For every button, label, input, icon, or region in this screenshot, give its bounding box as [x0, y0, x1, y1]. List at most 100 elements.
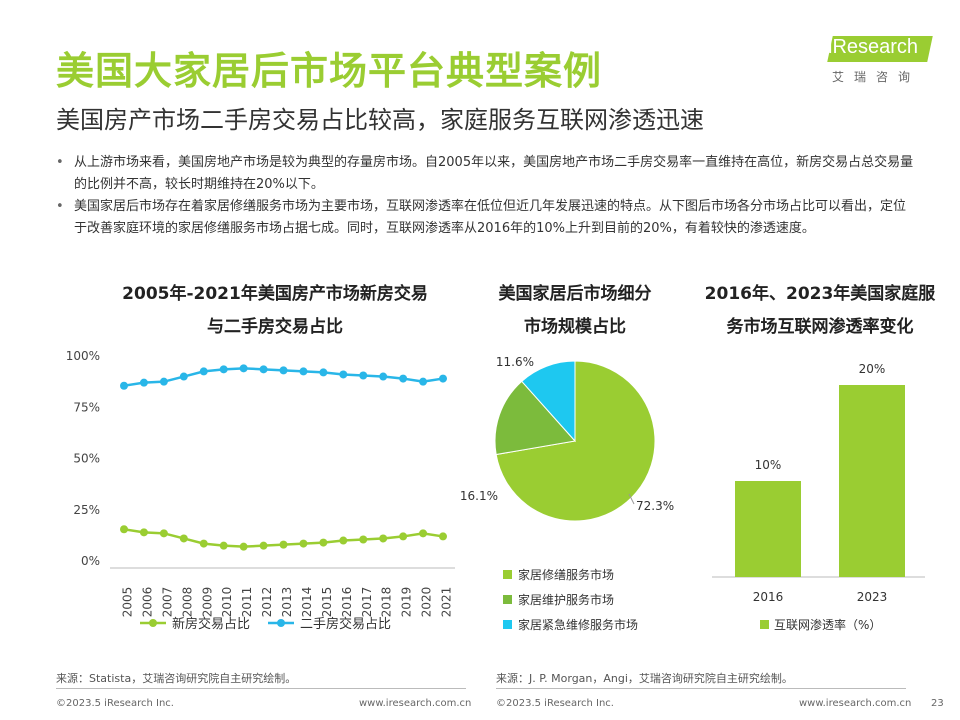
y-tick-label: 75%: [73, 400, 100, 414]
legend-label: 家居紧急维修服务市场: [518, 617, 638, 632]
bar-chart-title-line2: 务市场互联网渗透率变化: [726, 317, 914, 337]
x-tick-label: 2019: [400, 587, 414, 618]
data-point: [159, 529, 168, 538]
data-point: [179, 534, 188, 543]
data-point: [199, 367, 208, 376]
data-point: [139, 378, 148, 387]
data-point: [319, 538, 328, 547]
data-point: [419, 529, 428, 538]
x-tick-label: 2016: [340, 587, 354, 618]
bar-data-label: 20%: [859, 362, 886, 376]
data-point: [199, 539, 208, 548]
line-chart-title: 2005年-2021年美国房产市场新房交易 与二手房交易占比: [70, 278, 480, 344]
bullet-item: • 从上游市场来看，美国房地产市场是较为典型的存量房市场。自2005年以来，美国…: [56, 152, 916, 196]
data-point: [219, 365, 228, 374]
x-tick-label: 2015: [320, 587, 334, 618]
data-point: [439, 374, 447, 383]
data-point: [239, 364, 248, 373]
y-tick-label: 0%: [81, 554, 100, 568]
pie-data-label: 16.1%: [460, 489, 498, 503]
page-title: 美国大家居后市场平台典型案例: [56, 49, 603, 93]
legend-label: 家居修缮服务市场: [518, 567, 614, 582]
footer-url-left[interactable]: www.iresearch.com.cn: [359, 698, 472, 709]
legend-label: 家居维护服务市场: [518, 592, 614, 607]
pie-chart-title-line1: 美国家居后市场细分: [498, 284, 652, 304]
x-tick-label: 2018: [380, 587, 394, 618]
bullet-text: 从上游市场来看，美国房地产市场是较为典型的存量房市场。自2005年以来，美国房地…: [74, 155, 914, 192]
bullet-item: • 美国家居后市场存在着家居修缮服务市场为主要市场，互联网渗透率在低位但近几年发…: [56, 196, 916, 240]
legend-swatch-icon: [760, 620, 769, 629]
x-tick-label: 2021: [440, 587, 454, 618]
pie-chart-title-line2: 市场规模占比: [524, 317, 626, 337]
legend-marker-icon: [277, 619, 285, 627]
data-point: [399, 374, 408, 383]
x-tick-label: 2023: [857, 590, 888, 604]
bar-chart-title: 2016年、2023年美国家庭服 务市场互联网渗透率变化: [690, 278, 950, 344]
footer-divider-left: [56, 688, 466, 689]
pie-slice: [494, 380, 576, 456]
x-tick-label: 2016: [753, 590, 784, 604]
data-point: [159, 377, 168, 386]
x-tick-label: 2017: [360, 587, 374, 618]
y-tick-label: 100%: [66, 349, 100, 363]
data-point: [299, 367, 308, 376]
data-point: [379, 534, 388, 543]
legend-swatch-icon: [503, 620, 512, 629]
footer-copyright-left: ©2023.5 iResearch Inc.: [56, 698, 174, 709]
source-note-left: 来源：Statista，艾瑞咨询研究院自主研究绘制。: [56, 672, 297, 685]
x-tick-label: 2009: [200, 587, 214, 618]
x-tick-label: 2014: [300, 587, 314, 618]
page-number: 23: [931, 698, 944, 709]
footer-divider-right: [496, 688, 906, 689]
data-point: [399, 532, 408, 541]
bar: [839, 385, 905, 577]
pie-data-label: 72.3%: [636, 499, 674, 513]
logo-text: iResearch: [828, 36, 919, 58]
footer-url-right[interactable]: www.iresearch.com.cn: [799, 698, 912, 709]
legend-label: 新房交易占比: [172, 616, 250, 632]
bullet-text: 美国家居后市场存在着家居修缮服务市场为主要市场，互联网渗透率在低位但近几年发展迅…: [74, 199, 907, 236]
data-point: [319, 368, 328, 377]
x-tick-label: 2008: [180, 587, 194, 618]
data-point: [359, 535, 368, 544]
x-tick-label: 2012: [260, 587, 274, 618]
bullet-list: • 从上游市场来看，美国房地产市场是较为典型的存量房市场。自2005年以来，美国…: [56, 152, 916, 240]
bar: [735, 481, 801, 577]
y-tick-label: 25%: [73, 503, 100, 517]
data-point: [179, 372, 188, 381]
legend-swatch-icon: [503, 570, 512, 579]
pie-slice: [521, 360, 576, 443]
line-chart-title-line2: 与二手房交易占比: [207, 317, 343, 337]
bullet-dot-icon: •: [56, 155, 64, 170]
data-point: [299, 539, 308, 548]
data-point: [279, 366, 288, 375]
legend-label: 二手房交易占比: [300, 616, 391, 632]
data-point: [339, 536, 348, 545]
pie-data-label: 11.6%: [496, 355, 534, 369]
footer-copyright-right: ©2023.5 iResearch Inc.: [496, 698, 614, 709]
legend-label: 互联网渗透率（%）: [774, 617, 881, 632]
data-point: [219, 541, 228, 550]
y-tick-label: 50%: [73, 452, 100, 466]
data-point: [120, 381, 128, 390]
legend-marker-icon: [149, 619, 157, 627]
data-point: [259, 365, 268, 374]
x-tick-label: 2020: [420, 587, 434, 618]
data-point: [439, 532, 447, 541]
x-tick-label: 2005: [121, 587, 135, 618]
data-point: [279, 540, 288, 549]
x-tick-label: 2013: [280, 587, 294, 618]
page-subtitle: 美国房产市场二手房交易占比较高，家庭服务互联网渗透迅速: [56, 106, 704, 134]
legend-swatch-icon: [503, 595, 512, 604]
data-point: [139, 528, 148, 537]
pie-leader-line: [628, 493, 635, 505]
data-point: [359, 371, 368, 380]
data-point: [419, 377, 428, 386]
data-point: [379, 372, 388, 381]
data-point: [259, 541, 268, 550]
bar-data-label: 10%: [755, 458, 782, 472]
logo-chinese-name: 艾瑞咨询: [832, 70, 921, 84]
bullet-dot-icon: •: [56, 199, 64, 214]
x-tick-label: 2010: [220, 587, 234, 618]
